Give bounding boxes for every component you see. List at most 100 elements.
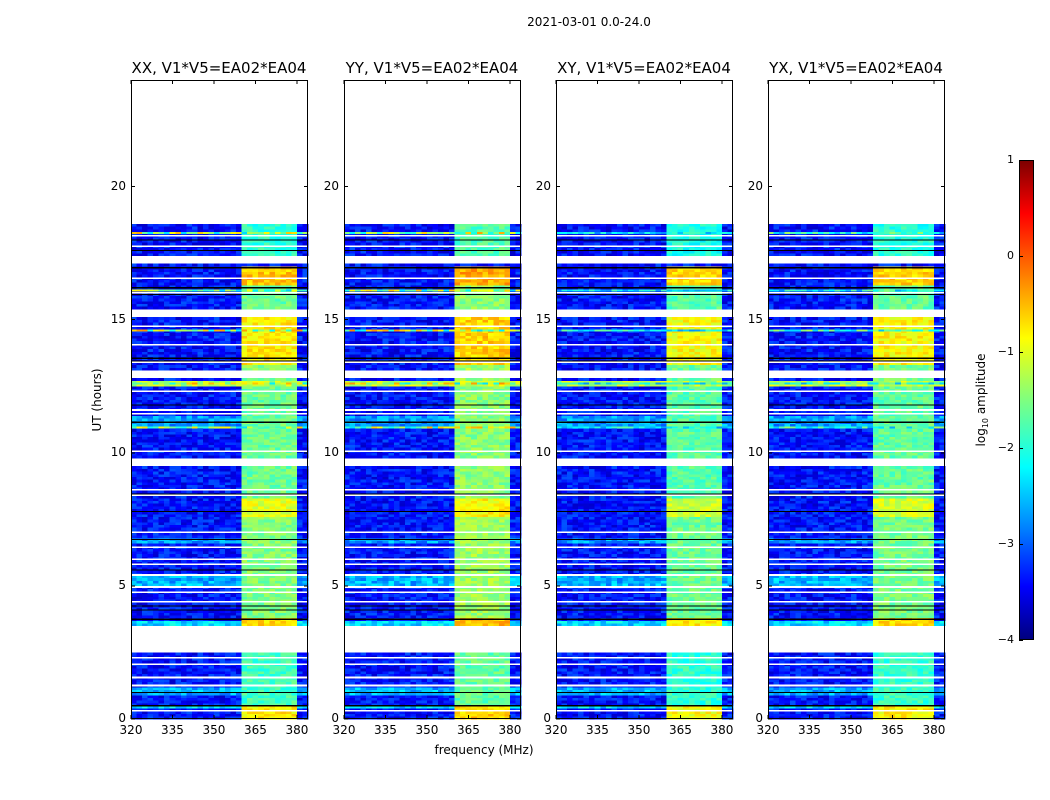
heatmap-cell — [230, 269, 237, 272]
heatmap-cell — [142, 668, 148, 672]
heatmap-cell — [213, 327, 220, 331]
heatmap-cell — [230, 577, 237, 581]
heatmap-cell — [230, 367, 237, 371]
heatmap-cell — [131, 295, 137, 299]
heatmap-cell — [291, 660, 298, 664]
heatmap-cell — [247, 287, 253, 291]
heatmap-cell — [158, 303, 165, 307]
heatmap-cell — [230, 511, 237, 515]
heatmap-cell — [164, 716, 171, 720]
heatmap-cell — [169, 620, 176, 624]
heatmap-cell — [225, 705, 231, 709]
heatmap-cell — [252, 572, 259, 576]
heatmap-cell — [274, 394, 281, 398]
heatmap-cell — [142, 519, 148, 523]
heatmap-cell — [175, 564, 182, 568]
heatmap-cell — [219, 503, 226, 507]
heatmap-cell — [252, 609, 259, 613]
heatmap-cell — [241, 303, 248, 307]
heatmap-cell — [285, 471, 292, 475]
heatmap-cell — [197, 330, 204, 334]
heatmap-cell — [169, 703, 176, 706]
heatmap-cell — [180, 447, 187, 451]
heatmap-cell — [291, 543, 298, 547]
heatmap-cell — [247, 474, 253, 478]
panel-title-xy: XY, V1*V5=EA02*EA04 — [557, 59, 731, 77]
heatmap-cell — [213, 407, 220, 411]
heatmap-cell — [147, 436, 154, 440]
heatmap-cell — [302, 442, 309, 446]
heatmap-cell — [258, 290, 265, 294]
heatmap-cell — [131, 471, 137, 475]
heatmap-cell — [247, 322, 253, 326]
heatmap-cell — [131, 415, 137, 419]
heatmap-cell — [131, 362, 137, 366]
heatmap-cell — [302, 362, 309, 366]
heatmap-cell — [169, 596, 176, 600]
heatmap-cell — [236, 290, 242, 294]
heatmap-cell — [202, 612, 209, 616]
heatmap-cell — [296, 559, 303, 563]
heatmap-cell — [252, 551, 259, 555]
heatmap-cell — [175, 588, 182, 592]
heatmap-cell — [247, 588, 253, 592]
heatmap-cell — [236, 404, 242, 408]
heatmap-cell — [147, 543, 154, 547]
heatmap-cell — [302, 247, 309, 251]
heatmap-cell — [247, 327, 253, 331]
heatmap-cell — [291, 396, 298, 400]
heatmap-cell — [169, 711, 176, 714]
heatmap-cell — [197, 567, 204, 571]
heatmap-cell — [269, 673, 276, 677]
heatmap-cell — [274, 500, 281, 504]
heatmap-cell — [296, 599, 303, 603]
heatmap-cell — [136, 516, 143, 520]
heatmap-cell — [158, 388, 165, 392]
heatmap-cell — [131, 697, 137, 701]
heatmap-cell — [258, 580, 265, 584]
heatmap-cell — [180, 332, 187, 336]
heatmap-cell — [191, 415, 198, 419]
heatmap-cell — [274, 367, 281, 371]
heatmap-cell — [164, 468, 171, 472]
heatmap-cell — [296, 681, 303, 685]
heatmap-cell — [208, 391, 215, 395]
heatmap-cell — [291, 679, 298, 683]
heatmap-cell — [236, 511, 242, 515]
heatmap-cell — [230, 615, 237, 619]
heatmap-cell — [258, 428, 265, 432]
heatmap-cell — [208, 524, 215, 528]
heatmap-cell — [169, 423, 176, 427]
heatmap-cell — [131, 583, 137, 587]
heatmap-cell — [291, 439, 298, 443]
heatmap-cell — [274, 455, 281, 459]
heatmap-cell — [274, 673, 281, 677]
heatmap-cell — [296, 402, 303, 406]
heatmap-cell — [236, 601, 242, 605]
heatmap-cell — [191, 455, 198, 459]
heatmap-cell — [202, 500, 209, 504]
heatmap-cell — [169, 655, 176, 659]
heatmap-cell — [241, 274, 248, 278]
heatmap-cell — [291, 263, 298, 267]
heatmap-cell — [208, 466, 215, 470]
heatmap-cell — [263, 444, 270, 448]
heatmap-cell — [191, 561, 198, 565]
heatmap-cell — [169, 431, 176, 435]
heatmap-cell — [147, 274, 154, 278]
heatmap-cell — [136, 599, 143, 603]
heatmap-cell — [158, 295, 165, 299]
heatmap-cell — [169, 300, 176, 304]
heatmap-cell — [280, 271, 287, 275]
heatmap-cell — [202, 692, 209, 696]
heatmap-cell — [269, 351, 276, 355]
heatmap-cell — [219, 396, 226, 400]
heatmap-cell — [202, 487, 209, 491]
heatmap-cell — [252, 535, 259, 539]
heatmap-cell — [302, 415, 309, 419]
heatmap-cell — [252, 348, 259, 352]
heatmap-cell — [191, 652, 198, 656]
heatmap-cell — [225, 556, 231, 560]
heatmap-cell — [197, 609, 204, 613]
heatmap-cell — [263, 404, 270, 408]
